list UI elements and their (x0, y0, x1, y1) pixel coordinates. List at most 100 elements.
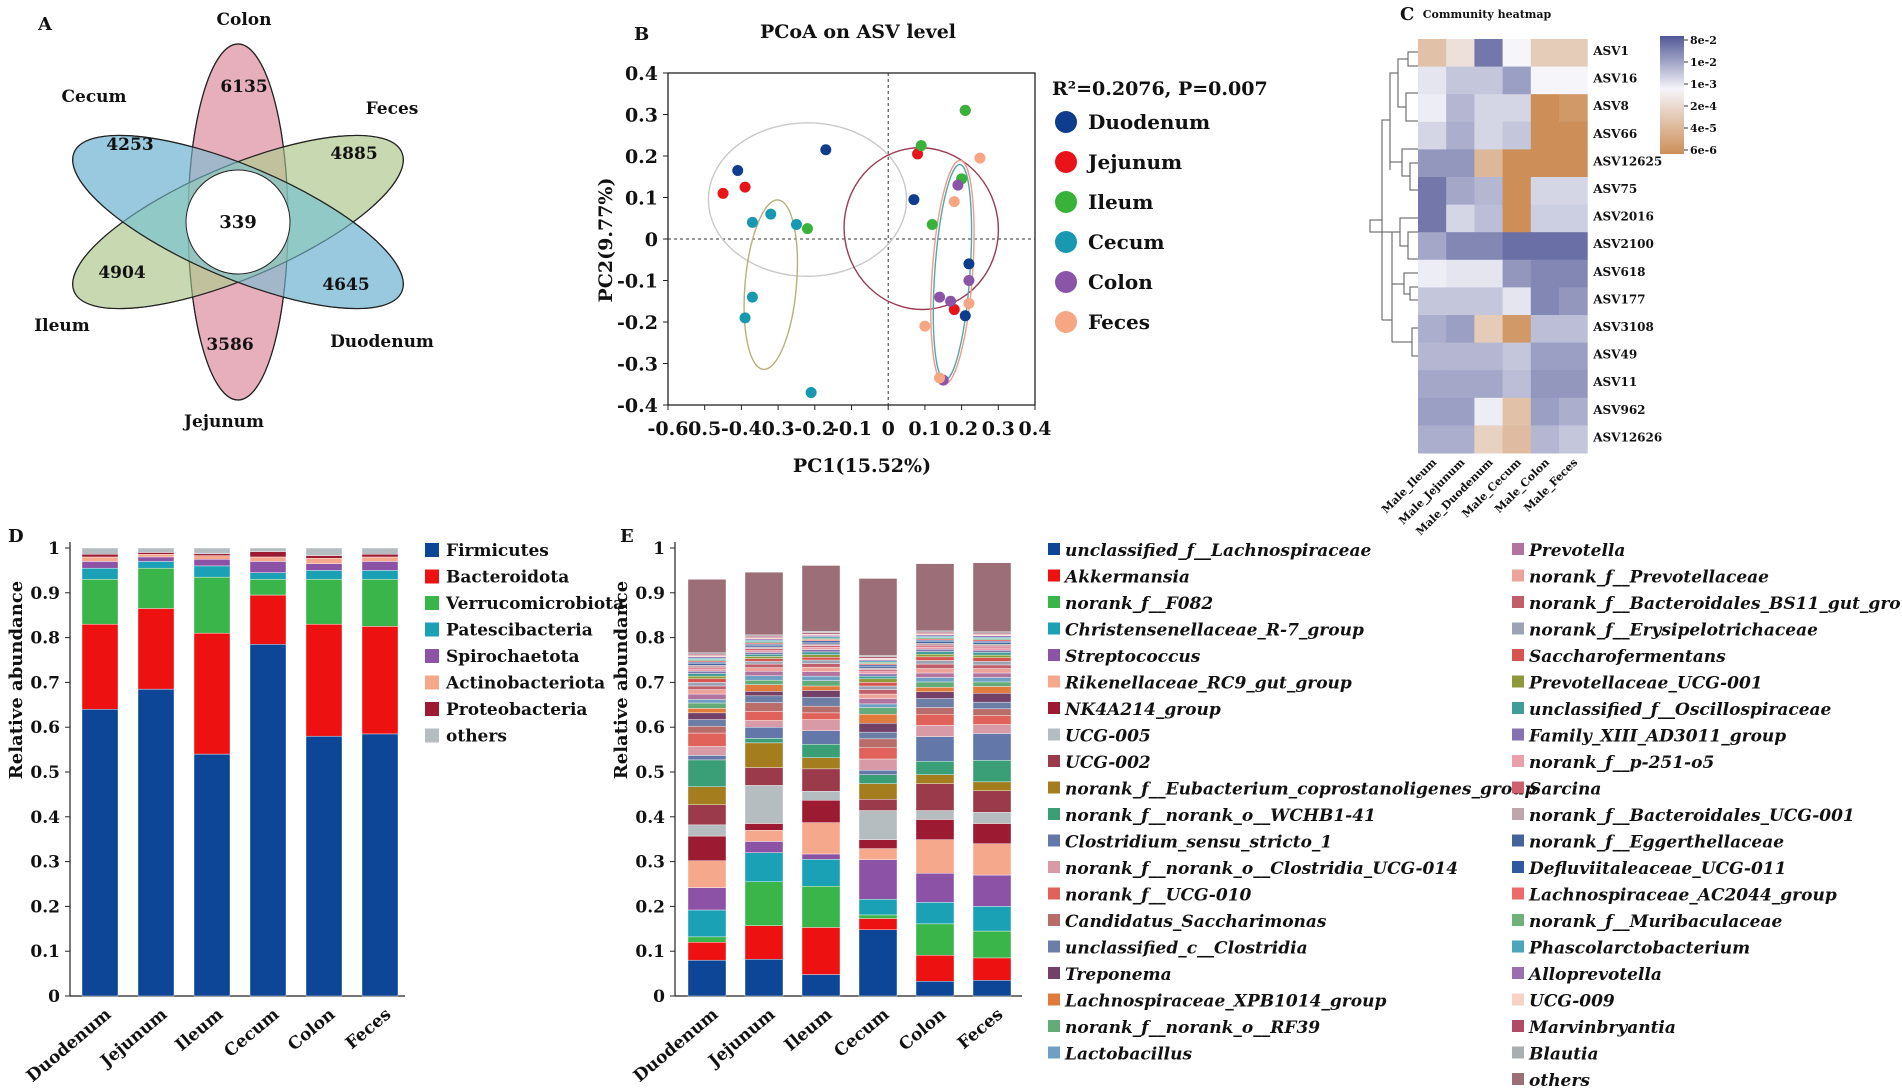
heatmap-cell (1502, 342, 1532, 371)
genus-bar-segment (744, 637, 784, 640)
genus-legend-swatch (1512, 914, 1524, 926)
genus-ytick-label: 0.9 (635, 584, 665, 604)
heatmap-cell (1559, 259, 1588, 288)
phylum-category-label: Cecum (221, 1005, 284, 1062)
phylum-bar-segment (193, 559, 231, 567)
pcoa-point-ileum (926, 218, 938, 230)
genus-bar-segment (744, 852, 784, 882)
heatmap-cell (1446, 39, 1475, 68)
genus-bar-segment (687, 671, 727, 674)
heatmap-cell (1559, 425, 1588, 454)
pcoa-point-colon (945, 295, 957, 307)
genus-legend-swatch (1048, 622, 1060, 635)
heatmap-cell (1559, 370, 1588, 399)
genus-bar-segment (858, 664, 898, 667)
genus-bar-segment (972, 668, 1012, 674)
genus-bar-segment (687, 860, 727, 888)
genus-bar-segment (915, 632, 955, 634)
genus-bar-segment (972, 733, 1012, 761)
genus-bar-segment (972, 639, 1012, 642)
genus-bar-segment (687, 673, 727, 677)
genus-bar-segment (858, 714, 898, 724)
genus-bar-segment (687, 959, 727, 997)
genus-bar-segment (915, 677, 955, 683)
heatmap-cell (1559, 287, 1588, 316)
heatmap-cell (1446, 66, 1475, 95)
heatmap-cell (1530, 287, 1560, 316)
phylum-legend-swatch (425, 596, 439, 610)
heatmap-cell (1502, 149, 1532, 178)
phylum-ytick-label: 0.1 (30, 942, 60, 962)
genus-bar-segment (858, 667, 898, 671)
genus-bar-segment (915, 640, 955, 642)
phylum-bar-segment (81, 623, 119, 710)
heatmap-cell (1502, 121, 1532, 150)
genus-bar-segment (801, 651, 841, 655)
pcoa-plot: PCoA on ASV level0.40.30.20.10-0.1-0.2-0… (595, 21, 1268, 477)
phylum-ytick-label: 0.5 (30, 763, 60, 783)
phylum-legend-label: Actinobacteriota (445, 674, 605, 694)
heatmap-cell (1502, 232, 1532, 261)
genus-bar-segment (915, 687, 955, 693)
genus-bar-segment (801, 685, 841, 691)
heatmap-cell (1559, 204, 1588, 233)
genus-legend-swatch (1048, 649, 1060, 661)
genus-bar-segment (858, 758, 898, 771)
phylum-ytick-label: 0.3 (30, 853, 60, 873)
panel-label-a: A (37, 14, 53, 35)
heatmap-cell (1474, 177, 1504, 206)
genus-legend-swatch (1512, 1020, 1524, 1032)
pcoa-ytick-label: 0.3 (625, 105, 658, 127)
genus-legend-label: norank_f__Erysipelotrichaceae (1529, 621, 1818, 641)
pcoa-xtick-label: -0.1 (831, 418, 872, 440)
phylum-bar-segment (137, 547, 175, 553)
genus-bar-segment (915, 774, 955, 784)
genus-legend-label: norank_f__p-251-o5 (1529, 753, 1714, 773)
heatmap-cell (1418, 94, 1447, 123)
heatmap-cell (1474, 232, 1504, 261)
genus-bar-segment (801, 639, 841, 641)
phylum-bar-segment (361, 579, 399, 627)
genus-bar-segment (801, 696, 841, 707)
genus-legend-label: norank_f__norank_o__RF39 (1065, 1018, 1320, 1038)
pcoa-xtick-label: 0 (882, 418, 895, 440)
heatmap-cell (1418, 204, 1447, 233)
genus-ytick-label: 0 (653, 987, 665, 1007)
genus-bar-segment (915, 660, 955, 665)
genus-bar-segment (744, 652, 784, 655)
genus-bar-segment (858, 669, 898, 672)
genus-legend-swatch (1048, 543, 1060, 555)
genus-bar-segment (687, 804, 727, 826)
genus-bar-segment (972, 638, 1012, 641)
venn-set-label-cecum: Cecum (61, 87, 126, 107)
venn-set-label-colon: Colon (216, 10, 271, 30)
genus-bar-segment (801, 654, 841, 658)
phylum-legend-label: Bacteroidota (446, 568, 569, 588)
genus-legend-swatch (1512, 781, 1524, 794)
heatmap-cell (1418, 259, 1447, 288)
pcoa-ytick-label: -0.3 (617, 354, 658, 376)
heatmap-cell (1446, 315, 1475, 344)
genus-bar-segment (972, 781, 1012, 792)
genus-legend-label: Alloprevotella (1527, 965, 1662, 985)
heatmap-cell (1446, 204, 1475, 233)
heatmap-cell (1502, 66, 1532, 95)
genus-bar-segment (744, 644, 784, 646)
pcoa-xtick-label: 0.2 (945, 418, 978, 440)
genus-bar-segment (858, 682, 898, 687)
genus-legend-swatch (1512, 702, 1524, 714)
genus-legend-label: norank_f__norank_o__Clostridia_UCG-014 (1065, 859, 1458, 879)
genus-bar-segment (972, 957, 1012, 981)
genus-bar-segment (801, 791, 841, 801)
heatmap-cell (1530, 66, 1560, 95)
genus-bar-segment (972, 874, 1012, 907)
genus-bar-segment (687, 675, 727, 680)
genus-bar-segment (687, 942, 727, 961)
heatmap-cell (1418, 342, 1447, 371)
genus-bar-segment (858, 578, 898, 656)
heatmap-cell (1446, 370, 1475, 399)
genus-bar-segment (858, 914, 898, 919)
pcoa-point-ileum (959, 104, 971, 116)
heatmap-cell (1530, 315, 1560, 344)
phylum-ytick-label: 0.9 (30, 584, 60, 604)
